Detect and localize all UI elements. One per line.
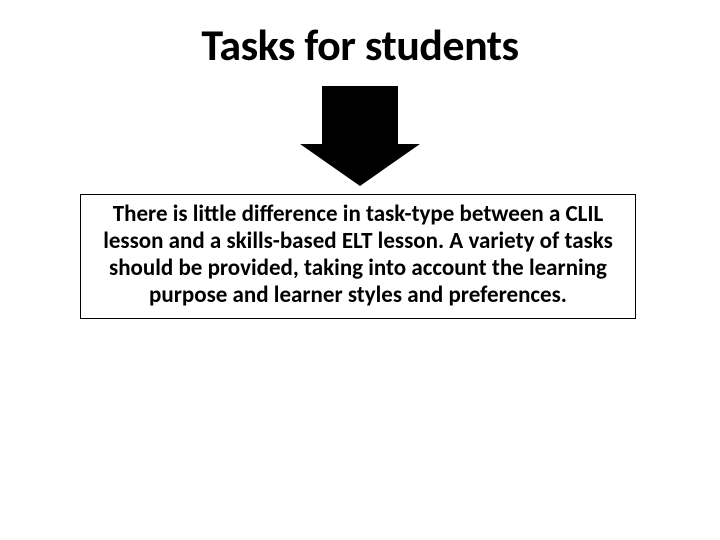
down-arrow-icon: [300, 86, 420, 186]
slide-title: Tasks for students: [0, 18, 720, 72]
down-arrow-shape: [300, 86, 420, 186]
body-text-box: There is little difference in task-type …: [80, 194, 636, 319]
arrow-container: [0, 86, 720, 186]
slide: Tasks for students There is little diffe…: [0, 0, 720, 540]
